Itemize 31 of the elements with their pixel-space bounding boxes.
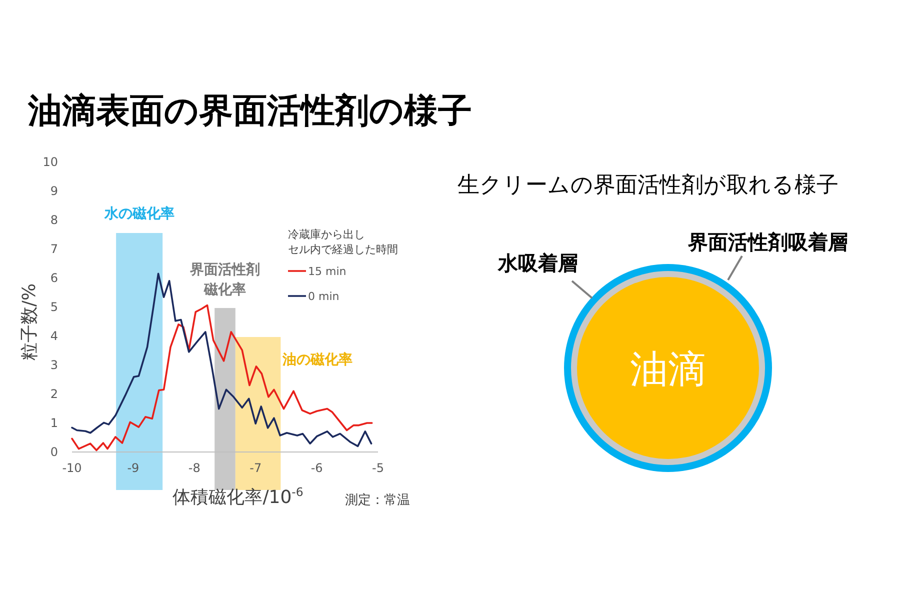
y-axis-title: 粒子数/% (19, 283, 40, 361)
band-label: 油の磁化率 (282, 351, 353, 368)
y-tick-label: 5 (50, 300, 58, 314)
y-tick-label: 8 (50, 213, 58, 227)
text: 界面活性剤吸着層 (687, 230, 848, 254)
band-label: 水の磁化率 (103, 205, 174, 222)
text: 水吸着層 (497, 251, 578, 275)
x-tick-label: -5 (372, 461, 384, 475)
x-tick-label: -10 (62, 461, 82, 475)
x-tick-label: -7 (250, 461, 262, 475)
y-tick-label: 4 (50, 329, 58, 343)
x-axis-title: 体積磁化率/10$^{-6}$ (172, 485, 304, 508)
chart-title: 油滴表面の界面活性剤の様子 (27, 91, 472, 131)
text: 油滴 (630, 347, 706, 391)
text: 生クリームの界面活性剤が取れる様子 (458, 173, 838, 198)
y-tick-label: 3 (50, 358, 58, 372)
x-tick-label: -6 (310, 461, 323, 475)
y-tick-label: 6 (50, 271, 58, 285)
legend-title: 冷蔵庫から出しセル内で経過した時間 (288, 228, 398, 256)
y-tick-label: 2 (50, 387, 58, 401)
y-tick-label: 9 (50, 184, 58, 198)
text: 測定：常温 (345, 493, 410, 508)
y-tick-label: 1 (50, 416, 58, 430)
legend-label: 15 min (308, 265, 346, 278)
x-tick-label: -9 (127, 461, 140, 475)
y-tick-label: 7 (50, 242, 58, 256)
x-tick-label: -8 (188, 461, 200, 475)
band-label: 界面活性剤磁化率 (189, 261, 260, 298)
y-tick-label: 10 (42, 155, 58, 169)
y-tick-label: 0 (50, 445, 58, 459)
legend-label: 0 min (308, 290, 340, 303)
